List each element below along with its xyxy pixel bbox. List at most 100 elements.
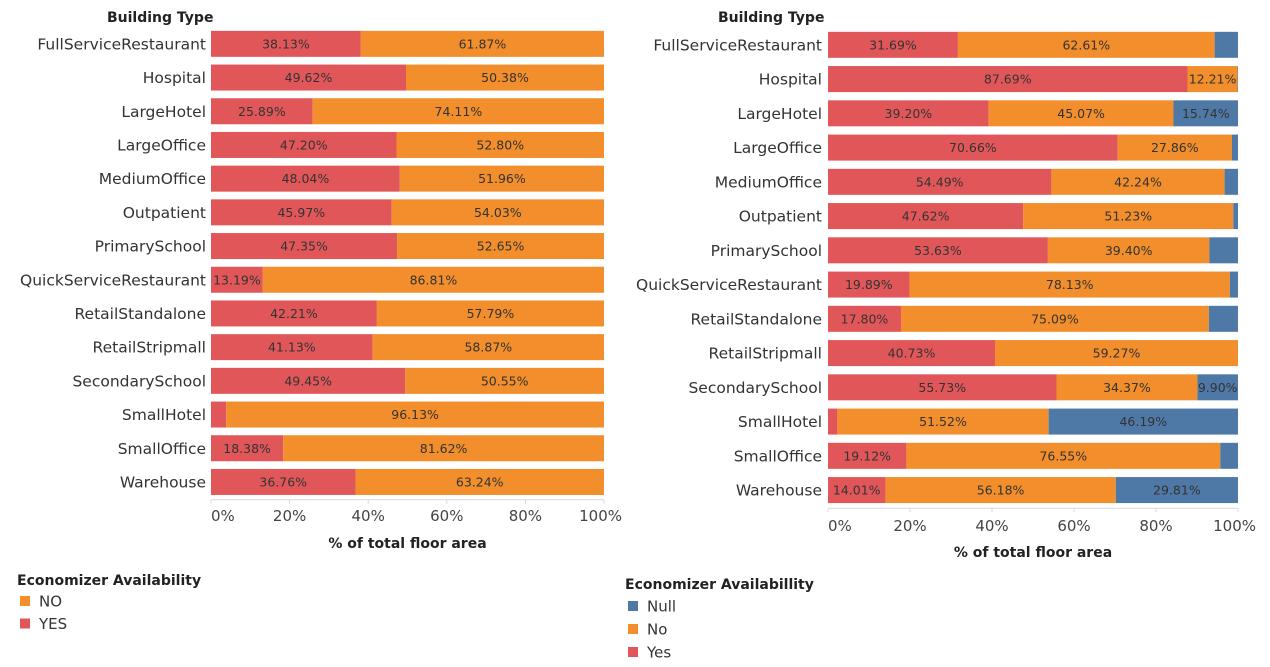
data-label-yes-fullservicerestaurant: 38.13%	[262, 36, 310, 51]
bar-segment-null-fullservicerestaurant	[1214, 31, 1238, 58]
data-label-no-outpatient: 54.03%	[474, 205, 522, 220]
legend-economizer-availability: Economizer Availability NO YES	[17, 573, 201, 633]
x-tick-label: 20%	[893, 517, 926, 535]
data-label-yes-secondaryschool: 55.73%	[918, 380, 966, 395]
bar-segment-null-largeoffice	[1231, 134, 1238, 161]
bar-segment-yes-smallhotel	[211, 401, 227, 428]
data-label-yes-retailstandalone: 17.80%	[841, 311, 889, 326]
row-header: Building Type	[107, 10, 213, 26]
x-tick-label: 100%	[1213, 517, 1256, 535]
data-label-no-primaryschool: 39.40%	[1105, 243, 1153, 258]
bar-segment-null-primaryschool	[1209, 237, 1238, 264]
bar-segment-no-largeoffice	[396, 131, 604, 158]
data-label-yes-hospital: 49.62%	[285, 70, 333, 85]
bar-segment-no-retailstripmall	[994, 340, 1238, 367]
bar-segment-yes-largeoffice	[211, 131, 397, 158]
data-label-no-retailstripmall: 59.27%	[1093, 346, 1141, 361]
bar-segment-yes-retailstandalone	[211, 300, 377, 327]
data-label-no-largeoffice: 27.86%	[1151, 140, 1199, 155]
data-label-no-quickservicerestaurant: 86.81%	[410, 272, 458, 287]
bar-segment-no-largeoffice	[1117, 134, 1232, 161]
data-label-no-smalloffice: 76.55%	[1039, 448, 1087, 463]
data-label-yes-primaryschool: 53.63%	[914, 243, 962, 258]
category-label-fullservicerestaurant: FullServiceRestaurant	[37, 35, 206, 53]
bar-segment-no-warehouse	[885, 477, 1116, 504]
bar-segment-no-largehotel	[312, 98, 604, 125]
data-label-yes-fullservicerestaurant: 31.69%	[869, 37, 917, 52]
bar-segment-null-mediumoffice	[1224, 168, 1238, 195]
x-tick-label: 80%	[509, 507, 542, 525]
x-axis-title: % of total floor area	[954, 545, 1112, 561]
legend-title: Economizer Availabillity	[625, 577, 814, 593]
data-label-yes-largeoffice: 47.20%	[280, 137, 328, 152]
bar-segment-no-smallhotel	[837, 408, 1049, 435]
bar-segment-yes-largehotel	[211, 98, 313, 125]
data-label-yes-warehouse: 36.76%	[259, 474, 307, 489]
bar-segment-yes-fullservicerestaurant	[211, 30, 361, 57]
bar-segment-yes-primaryschool	[211, 233, 398, 260]
category-label-quickservicerestaurant: QuickServiceRestaurant	[20, 271, 206, 289]
bar-segment-no-outpatient	[1023, 203, 1234, 230]
category-label-warehouse: Warehouse	[120, 473, 206, 491]
data-label-yes-largehotel: 39.20%	[885, 106, 933, 121]
bar-segment-no-outpatient	[391, 199, 604, 226]
x-tick-label: 20%	[273, 507, 306, 525]
data-label-no-warehouse: 63.24%	[456, 474, 504, 489]
category-label-outpatient: Outpatient	[123, 204, 206, 222]
bar-segment-yes-warehouse	[211, 468, 356, 495]
data-label-no-hospital: 12.21%	[1189, 72, 1237, 87]
category-label-mediumoffice: MediumOffice	[99, 170, 206, 188]
bar-segment-yes-smalloffice	[828, 442, 907, 469]
bar-segment-no-quickservicerestaurant	[909, 271, 1230, 298]
bar-segment-no-primaryschool	[397, 233, 604, 260]
category-label-mediumoffice: MediumOffice	[715, 173, 822, 191]
bar-segment-no-smallhotel	[226, 401, 604, 428]
bar-segment-no-secondaryschool	[1056, 374, 1198, 401]
legend-swatch-yes	[20, 618, 30, 629]
legend-item-null: Null	[647, 598, 676, 616]
data-label-no-primaryschool: 52.65%	[477, 239, 525, 254]
data-label-no-largehotel: 45.07%	[1057, 106, 1105, 121]
category-label-secondaryschool: SecondarySchool	[688, 379, 822, 397]
legend-title: Economizer Availability	[17, 573, 201, 589]
data-label-yes-quickservicerestaurant: 13.19%	[213, 272, 261, 287]
bar-segment-yes-retailstripmall	[828, 340, 995, 367]
bar-segment-null-secondaryschool	[1197, 374, 1238, 401]
category-label-retailstandalone: RetailStandalone	[74, 305, 206, 323]
bar-segment-no-retailstandalone	[376, 300, 604, 327]
data-label-yes-outpatient: 47.62%	[902, 209, 950, 224]
category-label-largehotel: LargeHotel	[737, 105, 822, 123]
data-label-yes-secondaryschool: 49.45%	[284, 373, 332, 388]
data-label-yes-retailstripmall: 40.73%	[888, 346, 936, 361]
bar-segment-yes-warehouse	[828, 477, 886, 504]
bar-segment-no-secondaryschool	[405, 367, 604, 394]
category-label-fullservicerestaurant: FullServiceRestaurant	[653, 36, 822, 54]
category-label-smalloffice: SmallOffice	[118, 440, 206, 458]
data-label-no-quickservicerestaurant: 78.13%	[1046, 277, 1094, 292]
x-axis-title: % of total floor area	[328, 536, 486, 552]
category-label-primaryschool: PrimarySchool	[711, 242, 822, 260]
bar-segment-yes-quickservicerestaurant	[211, 266, 263, 293]
data-label-yes-mediumoffice: 48.04%	[282, 171, 330, 186]
bar-segment-yes-fullservicerestaurant	[828, 31, 958, 58]
category-label-hospital: Hospital	[143, 69, 206, 87]
bar-segment-yes-secondaryschool	[828, 374, 1057, 401]
data-label-yes-retailstripmall: 41.13%	[268, 340, 316, 355]
bar-segment-no-smalloffice	[906, 442, 1221, 469]
category-label-secondaryschool: SecondarySchool	[72, 372, 206, 390]
bar-segment-no-largehotel	[988, 100, 1174, 127]
x-tick-label: 0%	[828, 517, 852, 535]
data-label-null-largehotel: 15.74%	[1182, 106, 1230, 121]
bar-segment-yes-largeoffice	[828, 134, 1118, 161]
bar-segment-no-fullservicerestaurant	[360, 30, 604, 57]
data-label-no-fullservicerestaurant: 62.61%	[1062, 37, 1110, 52]
data-label-yes-smalloffice: 19.12%	[843, 448, 891, 463]
category-label-largeoffice: LargeOffice	[117, 136, 206, 154]
data-label-no-retailstandalone: 75.09%	[1031, 311, 1079, 326]
bar-segment-no-quickservicerestaurant	[262, 266, 604, 293]
data-label-yes-mediumoffice: 54.49%	[916, 174, 964, 189]
data-label-yes-largehotel: 25.89%	[238, 104, 286, 119]
bar-segment-null-quickservicerestaurant	[1229, 271, 1238, 298]
legend-swatch-yes	[628, 647, 638, 657]
